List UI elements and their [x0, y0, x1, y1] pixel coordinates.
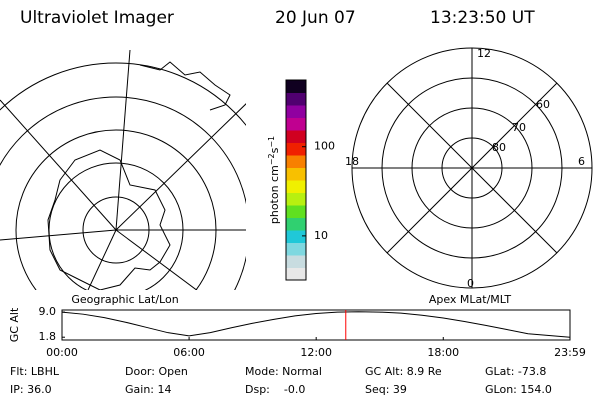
mlt-label: 18 — [345, 155, 359, 168]
colorbar-band — [286, 155, 306, 168]
mag-label: Apex MLat/MLT — [429, 293, 512, 306]
colorbar-band — [286, 242, 306, 256]
colorbar-band — [286, 217, 306, 231]
x-tick-label: 06:00 — [173, 346, 205, 359]
mlt-label: 6 — [578, 155, 585, 168]
y-axis-label: GC Alt — [8, 307, 21, 342]
label-part: −1 — [267, 136, 276, 148]
y-tick-label: 9.0 — [39, 305, 57, 318]
mlt-label: 12 — [477, 47, 491, 60]
y-tick-label: 1.8 — [39, 330, 57, 343]
colorbar-band — [286, 92, 306, 106]
mlat-label: 60 — [536, 98, 550, 111]
colorbar-tick-label: 100 — [314, 140, 335, 153]
title: Ultraviolet Imager — [20, 8, 174, 28]
status-field: GC Alt: 8.9 Re — [365, 365, 442, 378]
colorbar-frame — [285, 79, 307, 281]
label-part: photon cm — [268, 165, 281, 224]
x-tick-label: 12:00 — [300, 346, 332, 359]
mlat-label: 70 — [512, 121, 526, 134]
colorbar-tick-label: 10 — [314, 229, 328, 242]
mag-grid — [351, 47, 593, 289]
x-tick-label: 18:00 — [427, 346, 459, 359]
colorbar-band — [286, 192, 306, 206]
status-field: IP: 36.0 — [10, 383, 52, 396]
status-field: Door: Open — [125, 365, 188, 378]
status-field: Seq: 39 — [365, 383, 407, 396]
status-field: Flt: LBHL — [10, 365, 60, 378]
status-field: Dsp: -0.0 — [245, 383, 305, 396]
alt-line — [61, 311, 571, 338]
mlt-label: 0 — [467, 277, 474, 290]
label-part: s — [268, 147, 281, 153]
geo-label: Geographic Lat/Lon — [71, 293, 178, 306]
status-field: Mode: Normal — [245, 365, 322, 378]
colorbar-band — [286, 80, 306, 93]
status-field: GLat: -73.8 — [485, 365, 546, 378]
colorbar-band — [286, 267, 306, 281]
colorbar-band — [286, 117, 306, 131]
colorbar-band — [286, 205, 306, 218]
mlat-label: 80 — [492, 141, 506, 154]
colorbar-band — [286, 142, 306, 156]
date: 20 Jun 07 — [275, 8, 356, 28]
status-field: GLon: 154.0 — [485, 383, 552, 396]
colorbar-label: photon cm−2s−1 — [267, 136, 282, 224]
time: 13:23:50 UT — [430, 8, 535, 28]
x-tick-label: 23:59 — [554, 346, 586, 359]
geo-grid — [0, 50, 246, 290]
colorbar-band — [286, 130, 306, 143]
colorbar-band — [286, 230, 306, 243]
colorbar-band — [286, 105, 306, 118]
label-part: −2 — [267, 153, 276, 165]
colorbar-band — [286, 180, 306, 193]
colorbar-band — [286, 255, 306, 268]
status-field: Gain: 14 — [125, 383, 172, 396]
x-tick-label: 00:00 — [46, 346, 78, 359]
colorbar-band — [286, 167, 306, 181]
